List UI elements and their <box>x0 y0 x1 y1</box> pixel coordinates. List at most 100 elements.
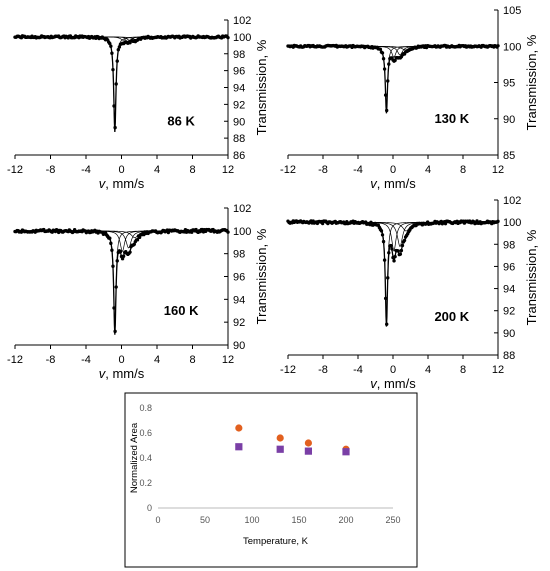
y-tick-label: 0.8 <box>139 403 152 413</box>
data-point <box>117 45 122 49</box>
x-tick-label: 8 <box>460 364 466 376</box>
y-tick-label: 88 <box>233 133 245 145</box>
x-tick-label: -4 <box>81 164 91 176</box>
x-tick-label: 150 <box>291 515 306 525</box>
data-point <box>114 285 118 289</box>
square-marker <box>235 443 243 451</box>
data-point <box>118 250 123 254</box>
x-tick-label: -8 <box>318 364 328 376</box>
y-tick-label: 92 <box>503 306 515 318</box>
y-tick-label: 85 <box>503 150 515 162</box>
data-point <box>379 229 384 233</box>
inset-frame <box>124 392 418 568</box>
y-tick-label: 0 <box>147 503 152 513</box>
x-axis-label: v, mm/s <box>99 176 145 191</box>
data-point <box>114 82 118 86</box>
data-point <box>116 48 121 52</box>
x-axis-label: v, mm/s <box>370 176 416 191</box>
x-tick-label: 250 <box>385 515 400 525</box>
x-tick-label: 8 <box>189 164 195 176</box>
temperature-label: 130 K <box>434 111 469 126</box>
y-tick-label: 94 <box>233 294 245 306</box>
x-tick-label: 4 <box>425 164 431 176</box>
data-point <box>113 329 117 334</box>
y-tick-label: 0.4 <box>139 453 152 463</box>
x-tick-label: -12 <box>7 354 23 366</box>
data-point <box>389 243 393 248</box>
y-tick-label: 100 <box>233 32 251 44</box>
y-tick-label: 88 <box>503 350 515 362</box>
x-tick-label: 0 <box>118 354 124 366</box>
data-point <box>396 249 400 253</box>
data-point <box>109 44 113 48</box>
data-point <box>121 254 126 258</box>
data-point <box>110 248 114 252</box>
y-tick-label: 0.2 <box>139 478 152 488</box>
x-axis-label: Temperature, K <box>243 536 309 547</box>
data-point <box>496 44 500 48</box>
data-point <box>383 296 388 301</box>
data-point <box>400 243 405 248</box>
data-point <box>369 220 373 225</box>
data-point <box>132 242 136 246</box>
data-point <box>113 125 117 130</box>
x-tick-label: -8 <box>46 354 56 366</box>
data-point <box>135 238 140 242</box>
component-fit-line <box>288 221 498 322</box>
data-point <box>111 67 115 72</box>
data-point <box>496 219 500 224</box>
x-tick-label: 12 <box>222 354 234 366</box>
y-tick-label: 94 <box>503 284 515 296</box>
y-tick-label: 96 <box>233 272 245 284</box>
data-point <box>112 306 116 310</box>
y-tick-label: 96 <box>503 261 515 273</box>
data-point <box>226 230 230 234</box>
total-fit-line <box>15 36 228 133</box>
data-point <box>383 93 388 97</box>
temperature-label: 86 K <box>167 113 195 128</box>
y-axis-label: Transmission, % <box>254 228 269 324</box>
y-tick-label: 96 <box>233 66 245 78</box>
square-marker <box>304 447 312 455</box>
component-fit-line <box>288 221 498 248</box>
x-tick-label: 0 <box>118 164 124 176</box>
x-tick-label: 12 <box>492 364 504 376</box>
square-marker <box>276 445 284 453</box>
data-point <box>378 47 383 51</box>
x-tick-label: 0 <box>390 164 396 176</box>
data-point <box>108 41 112 46</box>
y-tick-label: 92 <box>233 99 245 111</box>
y-axis-label: Normalized Area <box>129 422 140 493</box>
x-axis-label: v, mm/s <box>99 366 145 381</box>
data-point <box>382 67 387 71</box>
y-tick-label: 102 <box>233 203 251 215</box>
x-tick-label: -4 <box>81 354 91 366</box>
x-tick-label: 4 <box>154 354 160 366</box>
circle-marker <box>235 424 243 432</box>
y-tick-label: 92 <box>233 317 245 329</box>
y-axis-label: Transmission, % <box>524 34 539 130</box>
x-tick-label: 12 <box>222 164 234 176</box>
data-point <box>385 322 389 326</box>
data-point <box>390 247 394 251</box>
data-point <box>385 108 389 113</box>
data-point <box>380 233 385 237</box>
spectrum-panel-c: -12 -8 -4 0 4 8 12 90 92 94 96 98 100 102 v, mm/s Trans… <box>7 203 269 381</box>
y-tick-label: 0.6 <box>139 428 152 438</box>
data-point <box>111 264 115 268</box>
y-axis-label: Transmission, % <box>524 229 539 325</box>
circle-marker <box>304 439 312 447</box>
y-tick-label: 98 <box>233 49 245 61</box>
y-tick-label: 102 <box>233 15 251 27</box>
x-tick-label: 4 <box>154 164 160 176</box>
y-tick-label: 98 <box>503 239 515 251</box>
spectrum-panel-a: -12 -8 -4 0 4 8 12 86 88 90 92 94 96 98 100 102 v, mm/s T… <box>7 15 269 191</box>
data-point <box>387 62 391 66</box>
circle-marker <box>276 434 284 442</box>
x-tick-label: -4 <box>353 164 363 176</box>
y-tick-label: 90 <box>503 114 515 126</box>
data-point <box>387 251 391 255</box>
x-tick-label: -12 <box>7 164 23 176</box>
y-axis-label: Transmission, % <box>254 39 269 135</box>
